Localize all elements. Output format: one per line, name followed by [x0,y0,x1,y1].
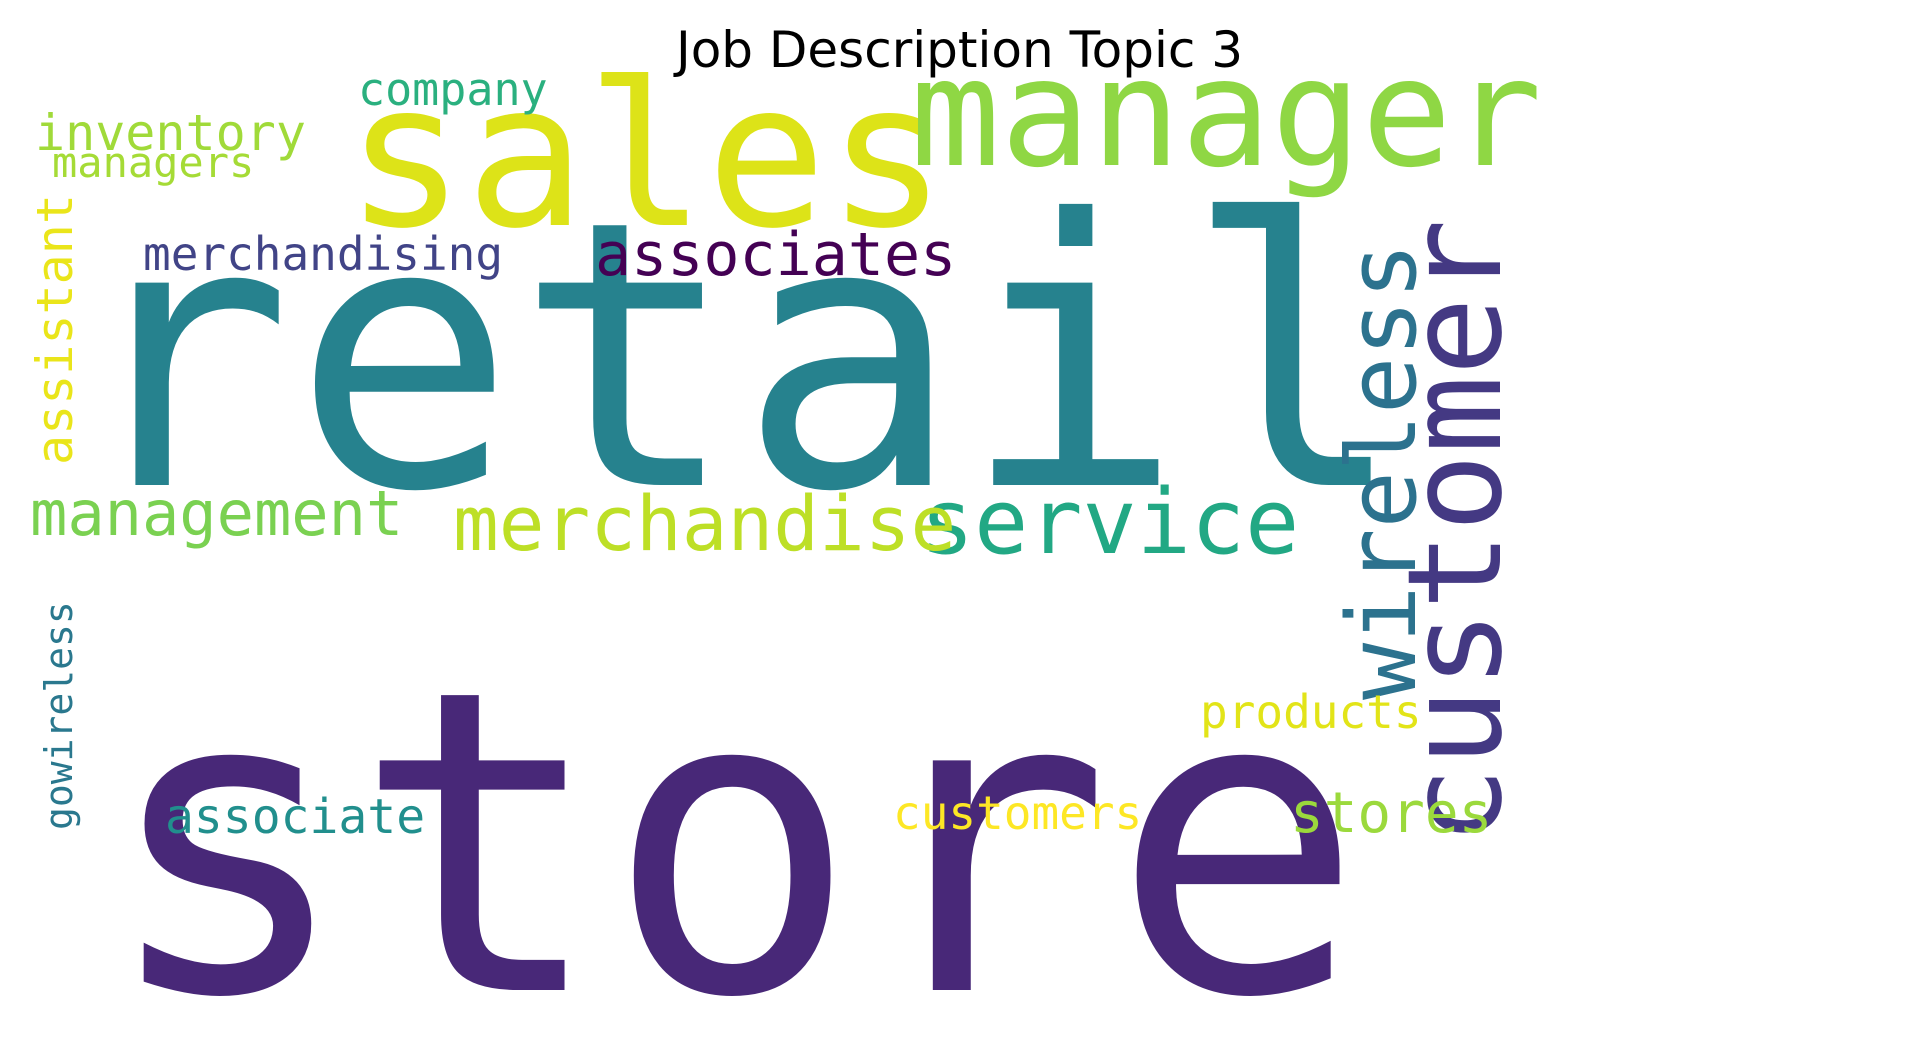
word-managers: managers [52,138,254,187]
word-inventory: inventory [35,104,306,162]
word-customer: customer [1379,219,1531,845]
word-assistant: assistant [26,194,84,465]
word-service: service [920,470,1299,575]
word-stores: stores [1290,781,1492,846]
word-associates: associates [595,220,956,290]
word-wireless: wireless [1328,242,1438,700]
word-products: products [1200,685,1422,739]
figure-title: Job Description Topic 3 [675,21,1244,79]
word-manager: manager [910,27,1542,201]
word-gowireless: gowireless [37,601,81,830]
word-store: store [100,601,1364,1053]
word-associate: associate [165,789,425,845]
word-merchandise: merchandise [453,479,956,568]
word-management: management [30,477,403,550]
word-sales: sales [345,40,947,273]
word-company: company [358,63,548,116]
word-retail: retail [70,143,1407,573]
word-customers: customers [893,786,1142,840]
word-merchandising: merchandising [143,227,503,281]
